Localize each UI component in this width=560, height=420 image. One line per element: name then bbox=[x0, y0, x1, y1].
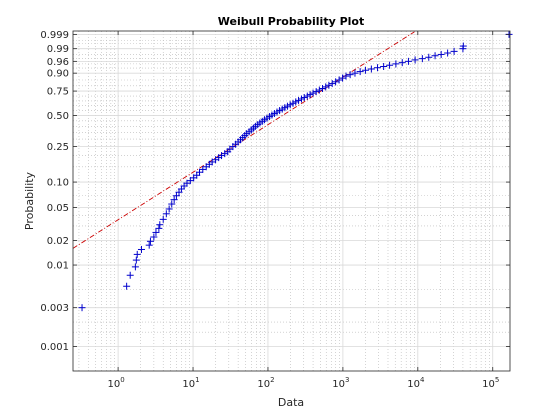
data-point bbox=[361, 66, 369, 74]
x-tick-label: 104 bbox=[407, 376, 425, 390]
data-point bbox=[392, 60, 400, 68]
data-point bbox=[322, 83, 330, 91]
data-point bbox=[309, 89, 317, 97]
y-tick-label: 0.75 bbox=[47, 87, 69, 98]
data-point bbox=[374, 64, 382, 72]
y-tick-label: 0.003 bbox=[40, 303, 69, 314]
data-point bbox=[126, 271, 134, 279]
y-tick-label: 0.05 bbox=[47, 203, 69, 214]
data-point bbox=[315, 86, 323, 94]
data-point bbox=[159, 215, 167, 223]
data-point bbox=[332, 78, 340, 86]
y-tick-label: 0.90 bbox=[47, 69, 69, 80]
data-points bbox=[78, 30, 513, 312]
x-axis-label: Data bbox=[278, 396, 304, 409]
data-point bbox=[351, 69, 359, 77]
data-point bbox=[132, 256, 140, 264]
major-grid bbox=[73, 31, 510, 371]
chart-title: Weibull Probability Plot bbox=[218, 15, 364, 28]
data-point bbox=[325, 81, 333, 89]
data-point bbox=[123, 282, 131, 290]
x-tick-label: 102 bbox=[257, 376, 274, 390]
y-tick-label: 0.25 bbox=[47, 142, 69, 153]
y-tick-label: 0.02 bbox=[47, 236, 69, 247]
y-tick-label: 0.01 bbox=[47, 261, 69, 272]
y-tick-label: 0.96 bbox=[47, 57, 69, 68]
x-axis-ticks: 100 101 102 103 104 105 bbox=[108, 31, 499, 390]
data-point bbox=[356, 68, 364, 76]
plot-area-border bbox=[72, 30, 511, 372]
data-point bbox=[411, 56, 419, 64]
data-point bbox=[459, 42, 467, 50]
data-point bbox=[312, 88, 320, 96]
data-point bbox=[146, 237, 154, 245]
data-point bbox=[398, 59, 406, 67]
data-point bbox=[78, 304, 86, 312]
y-tick-label: 0.50 bbox=[47, 111, 69, 122]
data-point bbox=[444, 49, 452, 57]
data-point bbox=[168, 200, 176, 208]
data-point bbox=[145, 241, 153, 249]
data-point bbox=[404, 57, 412, 65]
data-point bbox=[346, 71, 354, 79]
y-tick-label: 0.001 bbox=[40, 342, 69, 353]
data-point bbox=[300, 94, 308, 102]
data-point bbox=[137, 245, 145, 253]
data-point bbox=[170, 196, 178, 204]
data-point bbox=[450, 47, 458, 55]
data-point bbox=[155, 224, 163, 232]
x-tick-label: 105 bbox=[482, 376, 499, 390]
plot-area-background bbox=[73, 31, 510, 371]
data-point bbox=[418, 55, 426, 63]
x-tick-label: 103 bbox=[332, 376, 349, 390]
minor-grid bbox=[73, 31, 510, 371]
data-point bbox=[162, 210, 170, 218]
x-tick-label: 100 bbox=[108, 376, 125, 390]
data-point bbox=[380, 63, 388, 71]
data-point bbox=[152, 228, 160, 236]
data-point bbox=[306, 91, 314, 99]
data-point bbox=[133, 250, 141, 258]
data-point bbox=[425, 53, 433, 61]
y-tick-label: 0.99 bbox=[47, 44, 69, 55]
x-tick-label: 101 bbox=[182, 376, 199, 390]
data-point bbox=[150, 233, 158, 241]
data-point bbox=[342, 72, 350, 80]
data-point bbox=[386, 61, 394, 69]
data-point bbox=[328, 80, 336, 88]
y-axis-label: Probability bbox=[23, 171, 36, 230]
data-point bbox=[319, 84, 327, 92]
data-point bbox=[367, 65, 375, 73]
y-axis-ticks: 0.001 0.003 0.01 0.02 0.05 0.10 0.25 0.50 0.75 0.… bbox=[40, 30, 510, 353]
y-tick-label: 0.10 bbox=[47, 178, 69, 189]
data-point bbox=[131, 263, 139, 271]
y-tick-label: 0.999 bbox=[40, 30, 69, 41]
data-point bbox=[172, 192, 180, 200]
data-point bbox=[156, 221, 164, 229]
data-point bbox=[431, 52, 439, 60]
data-point bbox=[437, 50, 445, 58]
data-point bbox=[295, 96, 303, 104]
data-point bbox=[165, 205, 173, 213]
